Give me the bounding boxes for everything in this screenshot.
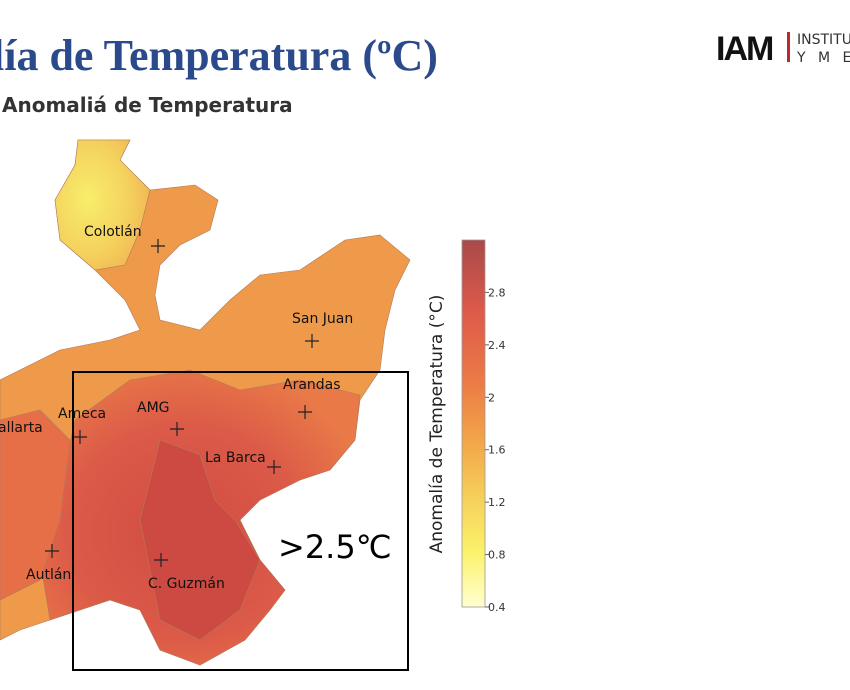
colorbar-tick-label: 0.4 bbox=[488, 601, 506, 614]
slide-title: lía de Temperatura (ºC) bbox=[0, 31, 438, 80]
map-title: Anomaliá de Temperatura bbox=[2, 93, 293, 117]
logo: IAM bbox=[716, 30, 773, 68]
colorbar-tick-label: 2 bbox=[488, 391, 495, 404]
box-label: >2.5℃ bbox=[278, 528, 392, 566]
city-label: La Barca bbox=[205, 450, 266, 466]
city-label: C. Guzmán bbox=[148, 576, 225, 592]
city-markers bbox=[45, 239, 319, 567]
colorbar-tick-label: 0.8 bbox=[488, 549, 506, 562]
city-label: allarta bbox=[0, 420, 43, 436]
logo-bar bbox=[787, 32, 790, 62]
colorbar-label: Anomalía de Temperatura (°C) bbox=[427, 295, 447, 554]
city-label: Ameca bbox=[58, 406, 106, 422]
logo-text: Y M E bbox=[796, 50, 850, 66]
colorbar-tick-label: 1.2 bbox=[488, 496, 506, 509]
colorbar-tick-label: 2.8 bbox=[488, 286, 506, 299]
colorbar-tick-label: 1.6 bbox=[488, 444, 506, 457]
highlight-box bbox=[72, 371, 409, 671]
city-label: Colotlán bbox=[84, 224, 142, 240]
colorbar-ramp bbox=[461, 239, 486, 608]
map bbox=[0, 139, 411, 666]
city-label: Arandas bbox=[283, 377, 341, 393]
city-label: Autlán bbox=[26, 567, 71, 583]
logo-text: INSTITU bbox=[797, 32, 850, 48]
colorbar-tick-label: 2.4 bbox=[488, 339, 506, 352]
city-label: San Juan bbox=[292, 311, 353, 327]
colorbar: 2.8 2.4 2 1.6 1.2 0.8 0.4 bbox=[461, 239, 506, 614]
city-label: AMG bbox=[137, 400, 170, 416]
